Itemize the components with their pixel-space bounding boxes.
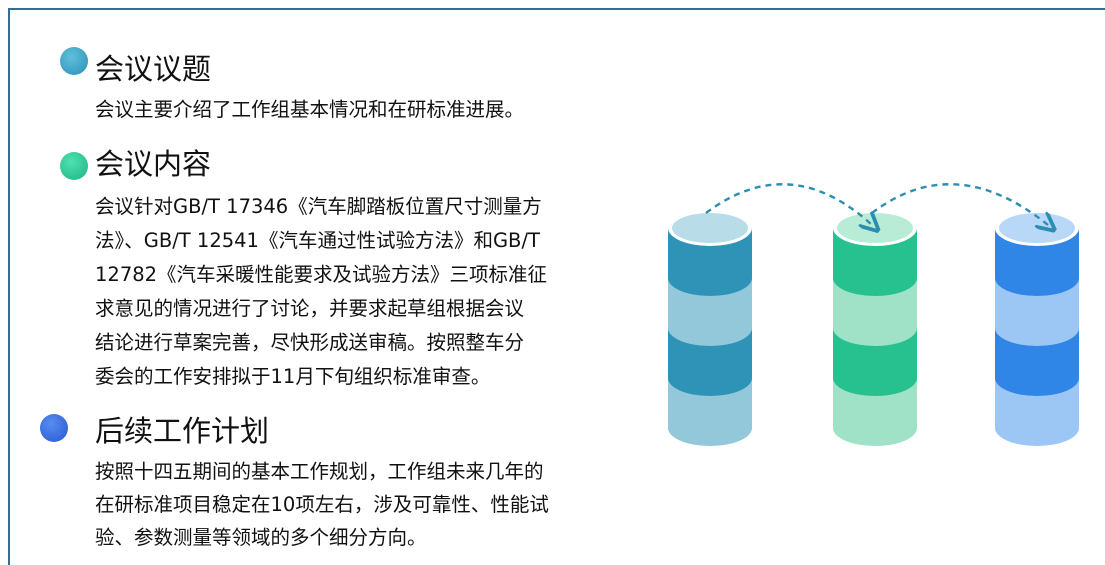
cylinder-part bbox=[837, 213, 913, 243]
cylinder-part bbox=[672, 213, 748, 243]
slide: 会议议题 会议主要介绍了工作组基本情况和在研标准进展。 会议内容 会议针对GB/… bbox=[0, 0, 1105, 565]
cylinder-illustration bbox=[0, 0, 1105, 565]
